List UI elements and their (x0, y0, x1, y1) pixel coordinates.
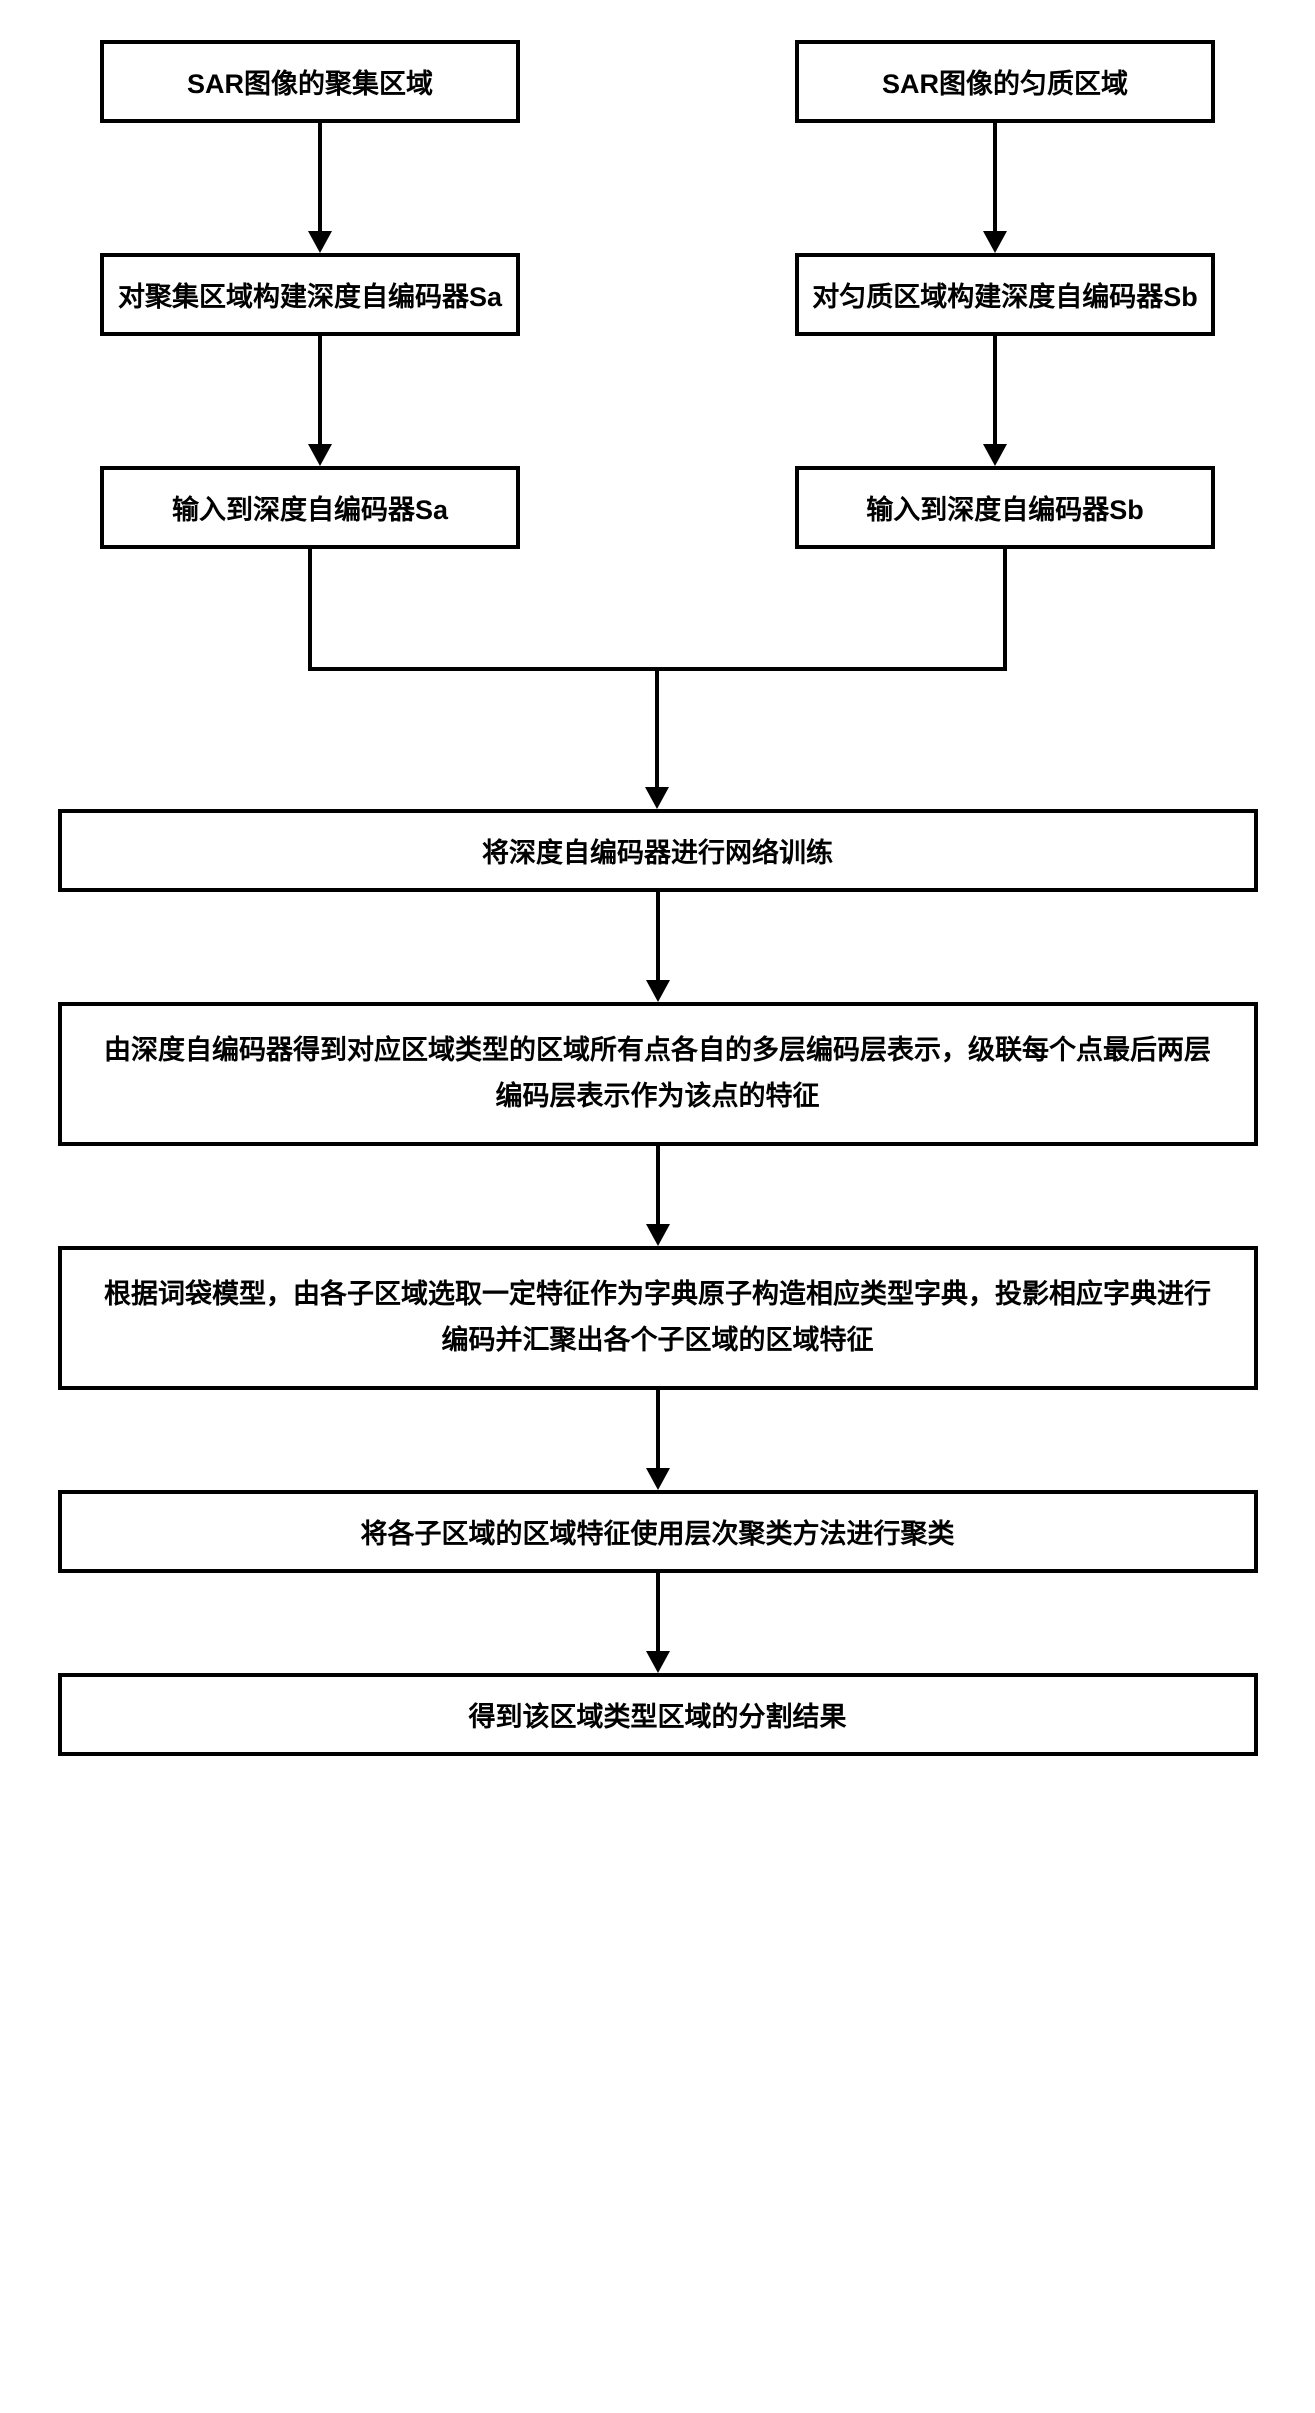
arrow-m4 (638, 1573, 678, 1673)
merge-connector (20, 549, 1295, 809)
row-merged-2: 由深度自编码器得到对应区域类型的区域所有点各自的多层编码层表示，级联每个点最后两… (20, 1002, 1295, 1146)
arrow-m1 (638, 892, 678, 1002)
arrow-right-1 (975, 123, 1015, 253)
box-right-3: 输入到深度自编码器Sb (795, 466, 1215, 549)
arrow-left-1 (300, 123, 340, 253)
box-merged-1: 将深度自编码器进行网络训练 (58, 809, 1258, 892)
arrow-m3 (638, 1390, 678, 1490)
box-left-2: 对聚集区域构建深度自编码器Sa (100, 253, 520, 336)
row-3: 输入到深度自编码器Sa 输入到深度自编码器Sb (20, 466, 1295, 549)
arrow-right-2 (975, 336, 1015, 466)
arrow-m2 (638, 1146, 678, 1246)
arrows-1-2 (20, 123, 1295, 253)
box-top-left: SAR图像的聚集区域 (100, 40, 520, 123)
row-2: 对聚集区域构建深度自编码器Sa 对匀质区域构建深度自编码器Sb (20, 253, 1295, 336)
box-merged-3: 根据词袋模型，由各子区域选取一定特征作为字典原子构造相应类型字典，投影相应字典进… (58, 1246, 1258, 1390)
row-1: SAR图像的聚集区域 SAR图像的匀质区域 (20, 40, 1295, 123)
flowchart-container: SAR图像的聚集区域 SAR图像的匀质区域 对聚集区域构建深度自编码器Sa 对匀… (20, 40, 1295, 1756)
row-merged-3: 根据词袋模型，由各子区域选取一定特征作为字典原子构造相应类型字典，投影相应字典进… (20, 1246, 1295, 1390)
merge-svg (20, 549, 1295, 809)
box-top-right: SAR图像的匀质区域 (795, 40, 1215, 123)
row-merged-5: 得到该区域类型区域的分割结果 (20, 1673, 1295, 1756)
arrow-m1-m2 (20, 892, 1295, 1002)
arrow-left-2 (300, 336, 340, 466)
box-merged-4: 将各子区域的区域特征使用层次聚类方法进行聚类 (58, 1490, 1258, 1573)
arrows-2-3 (20, 336, 1295, 466)
row-merged-1: 将深度自编码器进行网络训练 (20, 809, 1295, 892)
row-merged-4: 将各子区域的区域特征使用层次聚类方法进行聚类 (20, 1490, 1295, 1573)
arrow-m2-m3 (20, 1146, 1295, 1246)
box-merged-2: 由深度自编码器得到对应区域类型的区域所有点各自的多层编码层表示，级联每个点最后两… (58, 1002, 1258, 1146)
arrow-m4-m5 (20, 1573, 1295, 1673)
box-right-2: 对匀质区域构建深度自编码器Sb (795, 253, 1215, 336)
box-merged-5: 得到该区域类型区域的分割结果 (58, 1673, 1258, 1756)
box-left-3: 输入到深度自编码器Sa (100, 466, 520, 549)
arrow-m3-m4 (20, 1390, 1295, 1490)
